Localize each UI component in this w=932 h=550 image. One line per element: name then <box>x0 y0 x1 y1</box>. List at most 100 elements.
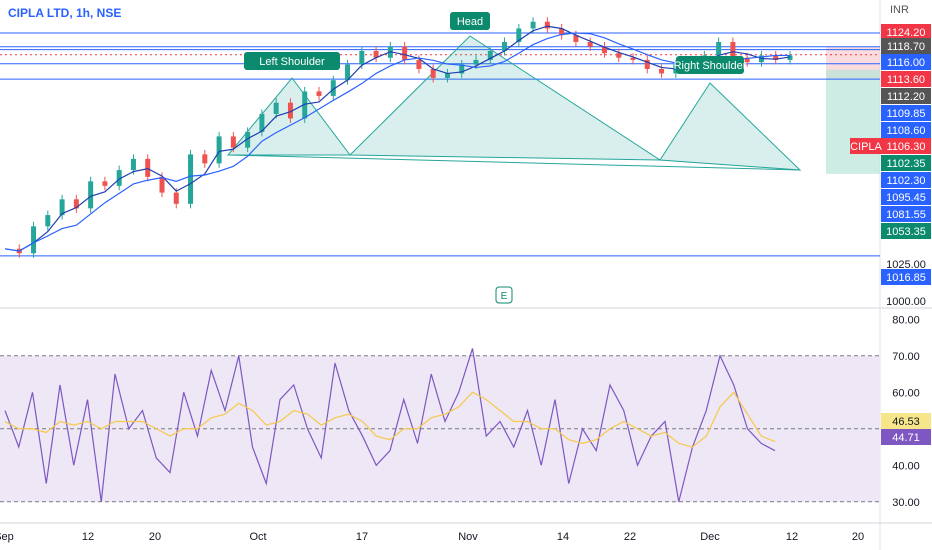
candle-body <box>716 41 722 56</box>
pattern-callout-label: Right Shoulder <box>674 60 747 72</box>
candle-body <box>273 102 279 114</box>
moving-average-slow <box>4 32 790 252</box>
price-tick-label: 1000.00 <box>886 296 926 308</box>
rsi-tick-label: 40.00 <box>892 460 920 472</box>
candle-body <box>516 28 522 42</box>
candle-body <box>630 57 636 60</box>
time-tick-label: 12 <box>82 531 94 543</box>
candle-body <box>787 55 793 60</box>
candle-body <box>659 68 665 74</box>
rsi-value-box <box>881 429 931 445</box>
candle-body <box>245 131 251 148</box>
candle-body <box>345 64 351 81</box>
rsi-tick-label: 60.00 <box>892 387 920 399</box>
candle-body <box>230 136 236 148</box>
candle-body <box>530 21 536 29</box>
moving-average-fast <box>4 25 791 252</box>
price-axis-label-box <box>881 71 931 87</box>
candle-body <box>102 181 108 186</box>
price-axis-label: 1102.35 <box>887 158 926 170</box>
price-axis-label: 1053.35 <box>886 226 926 238</box>
price-axis-label-box <box>881 138 931 154</box>
price-axis-label: 1109.85 <box>887 108 926 120</box>
ticker-tag <box>850 138 882 154</box>
candle-body <box>59 199 65 216</box>
time-tick-label: Nov <box>458 531 478 543</box>
rsi-tick-label: 80.00 <box>892 314 920 326</box>
candle-body <box>88 181 94 209</box>
price-axis-label-box <box>881 38 931 54</box>
time-tick-label: 12 <box>786 531 798 543</box>
candle-body <box>316 91 322 96</box>
candle-body <box>473 59 479 65</box>
target-zone <box>826 69 880 174</box>
chart-title: CIPLA LTD, 1h, NSE <box>8 6 122 20</box>
earnings-marker <box>495 286 513 304</box>
candle-body <box>145 158 151 177</box>
candle-body <box>259 113 265 132</box>
candle-body <box>544 21 550 29</box>
price-tick-label: 1025.00 <box>886 259 926 271</box>
price-axis-label-box <box>881 24 931 40</box>
candle-body <box>430 68 436 78</box>
price-axis-label-box <box>881 88 931 104</box>
price-axis-label: 1113.60 <box>887 74 925 86</box>
candle-body <box>459 64 465 74</box>
candle-body <box>188 154 194 204</box>
price-axis-label: 1124.20 <box>887 27 926 39</box>
time-tick-label: Sep <box>0 531 14 543</box>
candle-body <box>302 91 308 119</box>
candle-body <box>487 50 493 60</box>
price-axis-label-box <box>881 155 931 171</box>
candle-body <box>744 57 750 63</box>
candle-body <box>287 102 293 119</box>
candle-body <box>31 226 37 254</box>
time-tick-label: 20 <box>149 531 161 543</box>
price-axis-label-box <box>881 206 931 222</box>
candle-body <box>444 73 450 78</box>
candle-body <box>502 41 508 51</box>
time-tick-label: 22 <box>624 531 636 543</box>
price-axis-label: 1116.00 <box>887 57 925 69</box>
candle-body <box>559 28 565 36</box>
price-axis-label-box <box>881 105 931 121</box>
candle-body <box>644 59 650 69</box>
candle-body <box>73 199 79 209</box>
time-tick-label: 20 <box>852 531 864 543</box>
candle-body <box>373 50 379 58</box>
earnings-marker-label: E <box>501 291 508 302</box>
currency-unit: INR <box>890 4 909 16</box>
pattern-callout-label: Head <box>457 16 483 28</box>
candle-body <box>773 55 779 60</box>
candle-body <box>202 154 208 164</box>
candle-body <box>616 53 622 58</box>
rsi-value-box <box>881 413 931 429</box>
candle-body <box>173 192 179 204</box>
pattern-callout <box>676 56 744 74</box>
candle-body <box>402 46 408 60</box>
price-axis-label-box <box>881 122 931 138</box>
candle-body <box>601 46 607 54</box>
neckline <box>227 154 801 171</box>
candle-body <box>216 136 222 164</box>
candle-body <box>359 50 365 65</box>
candle-body <box>573 35 579 42</box>
price-axis-label: 1102.30 <box>887 175 926 187</box>
price-axis-label-box <box>881 269 931 285</box>
price-axis-label-box <box>881 54 931 70</box>
rsi-tick-label: 30.00 <box>892 497 920 509</box>
pattern-callout <box>450 12 490 30</box>
price-axis-label: 1081.55 <box>886 209 926 221</box>
time-tick-label: 14 <box>557 531 569 543</box>
price-axis-label: 1112.20 <box>887 91 925 103</box>
rsi-line <box>4 348 776 502</box>
price-axis-label: 1016.85 <box>886 272 926 284</box>
candle-body <box>587 41 593 47</box>
price-axis-label: 1095.45 <box>886 192 926 204</box>
price-axis-label: 1106.30 <box>887 141 926 153</box>
price-axis-label: 1118.70 <box>887 41 925 53</box>
candle-body <box>159 176 165 193</box>
price-axis-label-box <box>881 223 931 239</box>
pattern-callout-label: Left Shoulder <box>259 56 325 68</box>
